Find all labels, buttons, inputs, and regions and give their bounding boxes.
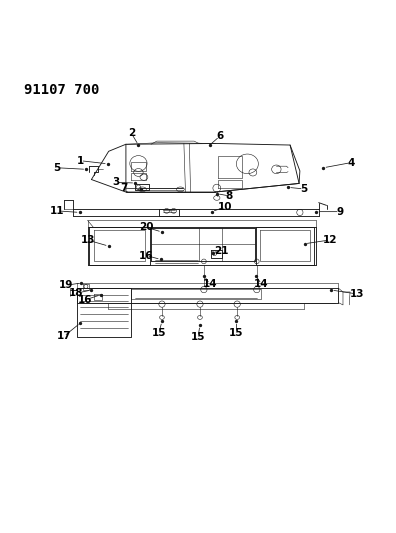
Text: 15: 15 xyxy=(191,332,205,342)
Text: 16: 16 xyxy=(139,251,154,261)
Text: 15: 15 xyxy=(152,328,166,338)
Text: 15: 15 xyxy=(229,328,244,338)
Text: 18: 18 xyxy=(69,288,84,298)
Text: 3: 3 xyxy=(112,177,119,187)
Text: 12: 12 xyxy=(323,235,338,245)
Text: 16: 16 xyxy=(78,295,93,305)
Text: 10: 10 xyxy=(218,202,233,212)
Text: 6: 6 xyxy=(216,132,223,141)
Text: 21: 21 xyxy=(214,246,229,256)
Text: 91107 700: 91107 700 xyxy=(24,83,99,97)
Text: 8: 8 xyxy=(226,191,233,201)
Text: 11: 11 xyxy=(50,206,64,216)
Text: 14: 14 xyxy=(202,279,217,289)
Text: 4: 4 xyxy=(347,158,354,168)
Text: 5: 5 xyxy=(53,163,61,173)
Text: 19: 19 xyxy=(59,280,73,290)
Text: 17: 17 xyxy=(57,331,71,341)
Text: 20: 20 xyxy=(139,222,154,232)
Text: 1: 1 xyxy=(77,156,84,166)
Text: 2: 2 xyxy=(128,128,135,138)
Text: 14: 14 xyxy=(254,279,269,289)
Text: 9: 9 xyxy=(336,207,343,216)
Text: 13: 13 xyxy=(349,289,364,299)
Text: 5: 5 xyxy=(300,184,307,194)
Text: 7: 7 xyxy=(120,183,127,193)
Text: 13: 13 xyxy=(81,235,95,245)
